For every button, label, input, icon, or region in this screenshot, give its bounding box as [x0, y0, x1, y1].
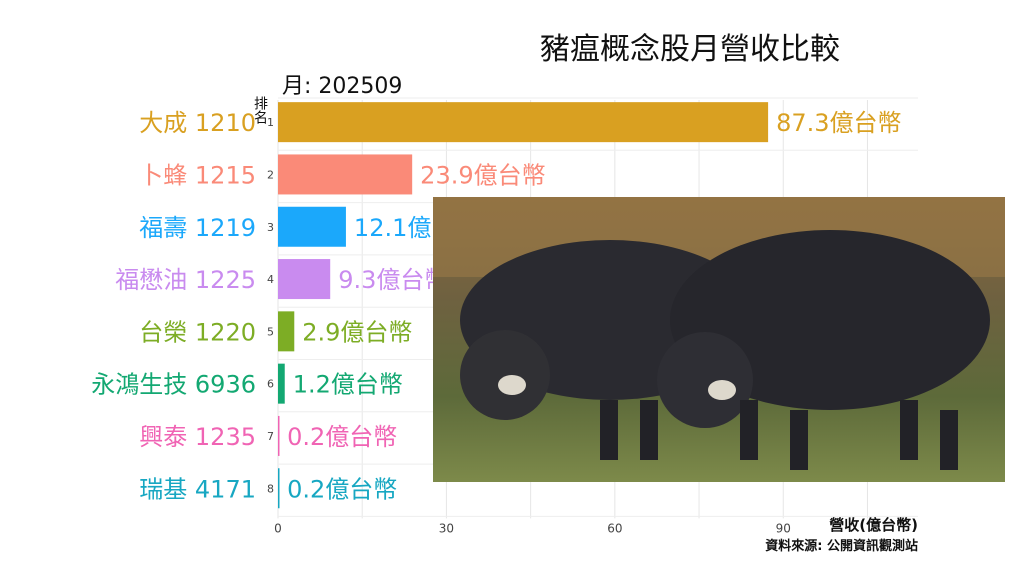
boar-whiskers-left: [498, 375, 526, 395]
x-tick-label: 30: [439, 521, 454, 535]
rank-axis-label: 排名: [252, 96, 268, 124]
month-label: 月: 202509: [282, 74, 403, 99]
value-label: 23.9億台幣: [420, 161, 545, 189]
value-label: 9.3億台幣: [338, 266, 448, 294]
bar: [278, 259, 331, 300]
rank-label: 1: [267, 116, 274, 129]
boar-whiskers-right: [708, 380, 736, 400]
x-tick-label: 90: [776, 521, 791, 535]
boar-leg: [740, 400, 758, 460]
bar: [278, 102, 769, 143]
category-label: 大成 1210: [139, 109, 256, 137]
value-label: 0.2億台幣: [287, 423, 397, 451]
rank-label: 4: [267, 273, 274, 286]
boar-head-left: [460, 330, 550, 420]
value-label: 0.2億台幣: [287, 475, 397, 503]
chart-title: 豬瘟概念股月營收比較: [540, 32, 840, 67]
source-note: 資料來源: 公開資訊觀測站: [765, 539, 918, 554]
boar-leg: [790, 410, 808, 470]
x-tick-label: 0: [274, 521, 282, 535]
rank-label: 5: [267, 325, 274, 338]
bar: [278, 363, 285, 404]
rank-label: 6: [267, 378, 274, 391]
rank-label: 3: [267, 221, 274, 234]
value-label: 87.3億台幣: [776, 109, 901, 137]
value-label: 2.9億台幣: [302, 318, 412, 346]
boar-head-right: [657, 332, 753, 428]
bar: [278, 415, 280, 456]
rank-label: 7: [267, 430, 274, 443]
category-label: 永鴻生技 6936: [91, 371, 256, 399]
category-label: 台榮 1220: [139, 318, 256, 346]
value-label: 1.2億台幣: [293, 371, 403, 399]
wild-boars-photo: [433, 197, 1005, 482]
boar-leg: [940, 410, 958, 470]
boar-leg: [640, 400, 658, 460]
boar-leg: [600, 400, 618, 460]
rank-label: 8: [267, 482, 274, 495]
bar: [278, 468, 280, 509]
bar: [278, 206, 346, 247]
x-tick-label: 60: [607, 521, 622, 535]
category-label: 瑞基 4171: [139, 475, 256, 503]
category-label: 興泰 1235: [139, 423, 256, 451]
category-label: 福壽 1219: [139, 214, 256, 242]
bar: [278, 154, 413, 195]
x-axis-label: 營收(億台幣): [829, 516, 918, 534]
rank-label: 2: [267, 168, 274, 181]
bar: [278, 311, 295, 352]
boar-leg: [900, 400, 918, 460]
category-label: 卜蜂 1215: [139, 161, 256, 189]
category-label: 福懋油 1225: [115, 266, 256, 294]
